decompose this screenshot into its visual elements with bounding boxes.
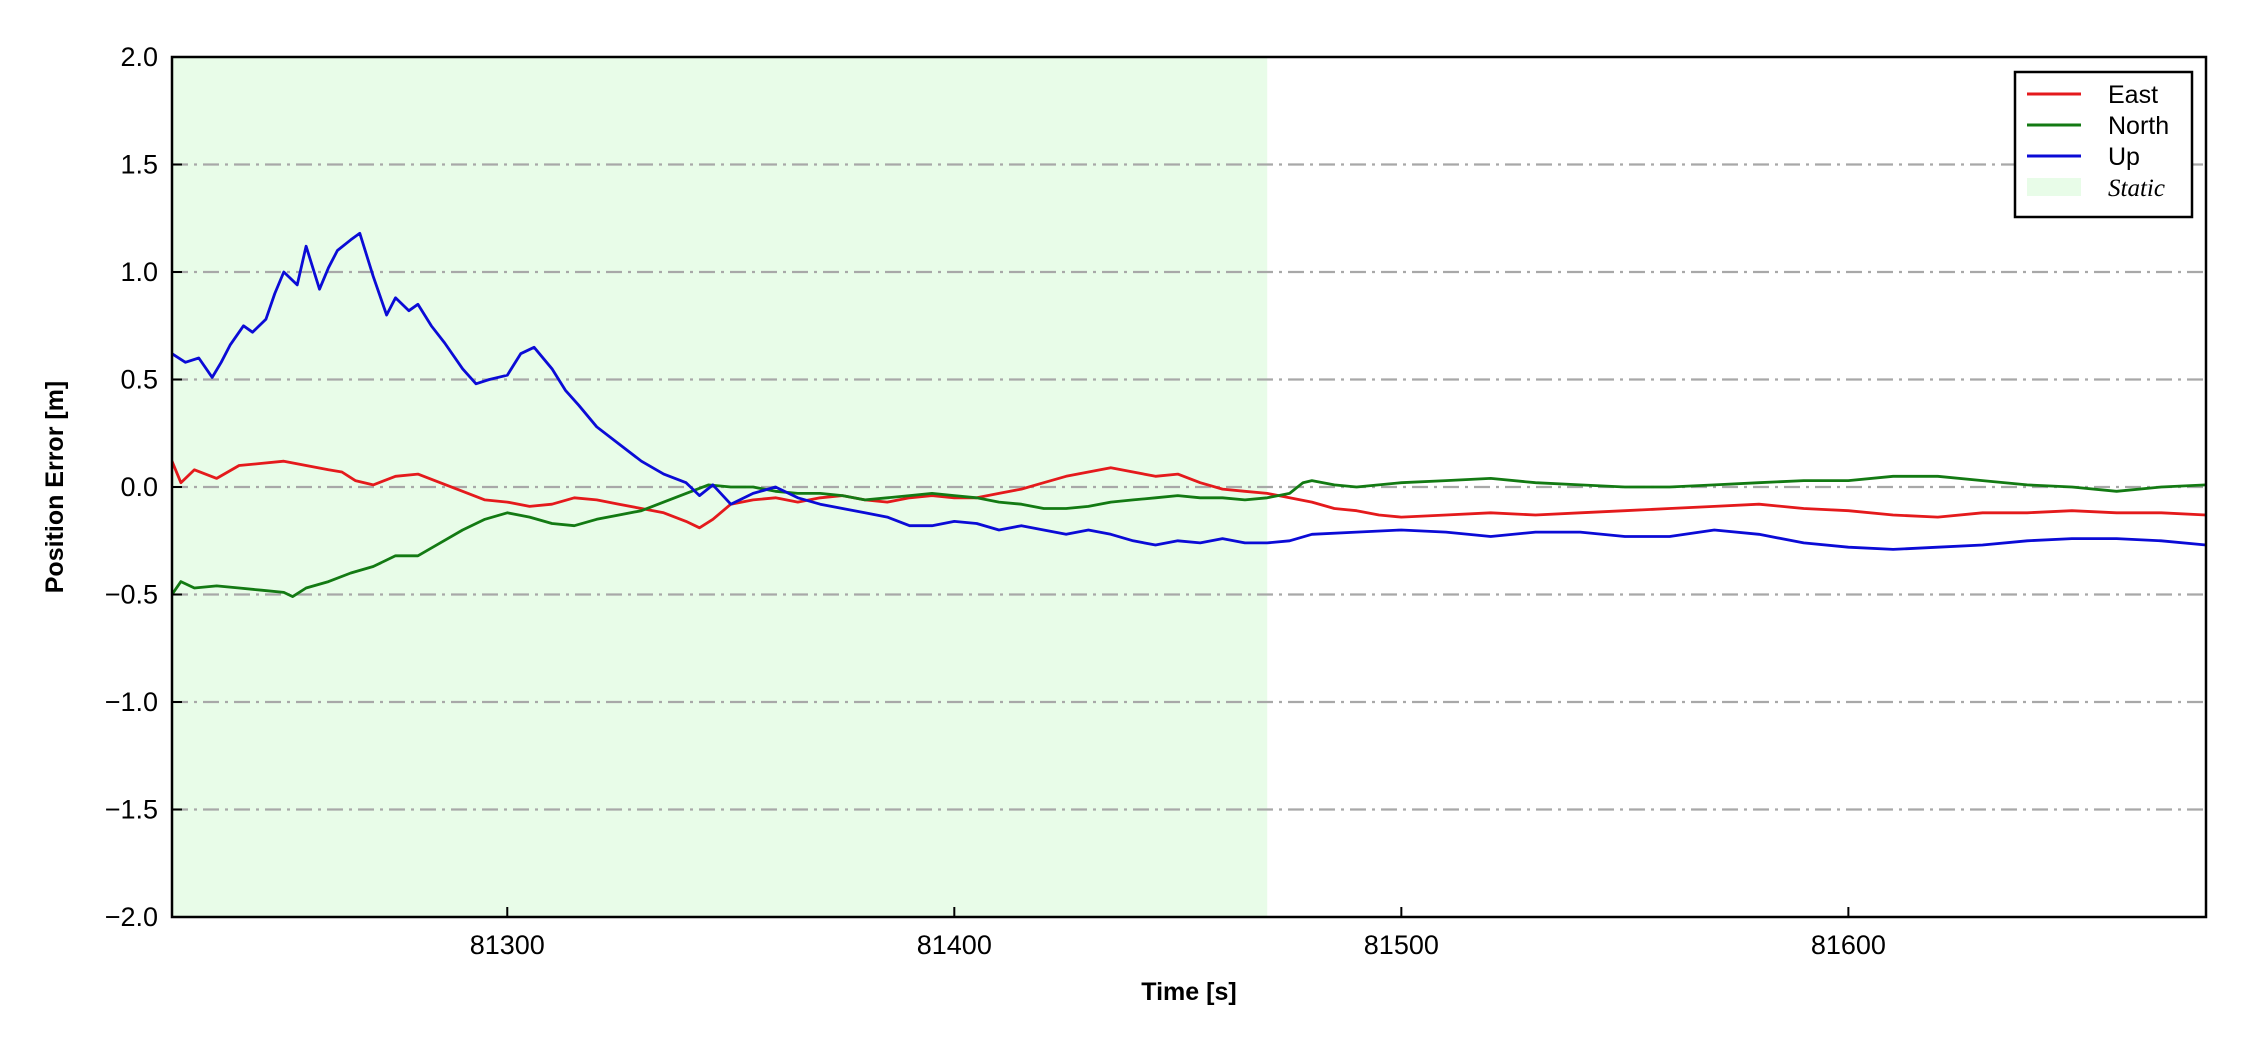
y-tick-label: −2.0 (105, 902, 158, 932)
x-tick-label: 81500 (1364, 930, 1439, 960)
y-tick-label: −1.0 (105, 687, 158, 717)
y-tick-label: 1.0 (120, 257, 158, 287)
legend-swatch-static (2027, 178, 2081, 196)
series-line-north (172, 474, 2206, 598)
legend-label-east: East (2108, 81, 2158, 109)
x-axis-title: Time [s] (1141, 978, 1236, 1006)
series-layer (172, 231, 2206, 598)
y-tick-label: −0.5 (105, 580, 158, 610)
grid (172, 163, 2206, 811)
x-tick-label: 81400 (917, 930, 992, 960)
ticks: 81300 81400 81500 81600 −2.0 −1.5 −1.0 −0.5 0.0 0… (105, 42, 1886, 960)
y-axis-title: Position Error [m] (41, 381, 69, 594)
legend-label-north: North (2108, 112, 2169, 140)
x-tick-label: 81300 (470, 930, 545, 960)
y-tick-label: −1.5 (105, 795, 158, 825)
y-tick-label: 2.0 (120, 42, 158, 72)
series-line-up (172, 231, 2206, 551)
y-tick-label: 0.5 (120, 365, 158, 395)
y-tick-label: 1.5 (120, 150, 158, 180)
legend-label-static: Static (2108, 175, 2165, 202)
x-tick-label: 81600 (1811, 930, 1886, 960)
legend-label-up: Up (2108, 143, 2140, 171)
legend: East North Up Static (2013, 70, 2194, 219)
y-tick-label: 0.0 (120, 472, 158, 502)
series-line-east (172, 459, 2206, 530)
